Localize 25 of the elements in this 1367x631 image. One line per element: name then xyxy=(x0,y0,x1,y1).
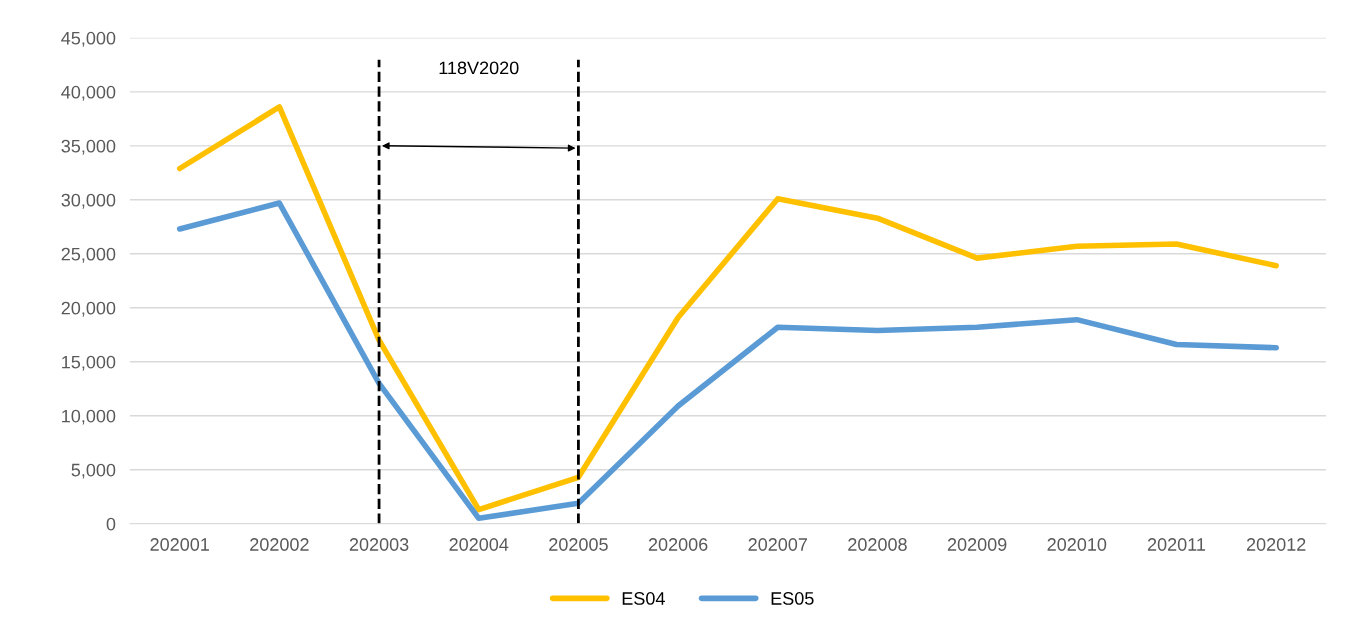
x-tick-label: 202007 xyxy=(748,538,807,551)
y-tick-label: 10,000 xyxy=(62,409,116,425)
legend-label: ES05 xyxy=(771,592,814,605)
x-tick-label: 202002 xyxy=(250,538,309,551)
y-tick-label: 40,000 xyxy=(61,85,116,101)
x-tick-label: 202008 xyxy=(848,538,907,551)
y-tick-label: 20,000 xyxy=(61,301,116,317)
x-tick-label: 202010 xyxy=(1047,538,1107,551)
y-tick-label: 45,000 xyxy=(61,31,116,47)
x-tick-label: 202011 xyxy=(1147,538,1206,551)
y-tick-label: 25,000 xyxy=(61,247,116,263)
y-tick-label: 5,000 xyxy=(71,463,116,479)
annotation: 118V2020 xyxy=(439,61,519,75)
y-tick-label: 30,000 xyxy=(61,193,116,209)
y-tick-label: 0 xyxy=(106,517,116,531)
legend-label: ES04 xyxy=(622,592,665,605)
x-tick-label: 202004 xyxy=(449,538,509,551)
x-tick-label: 202006 xyxy=(648,538,708,551)
x-tick-label: 202001 xyxy=(150,538,209,551)
y-tick-label: 35,000 xyxy=(61,139,116,155)
x-tick-label: 202012 xyxy=(1246,538,1306,551)
x-tick-label: 202005 xyxy=(549,538,608,551)
x-tick-label: 202009 xyxy=(947,538,1007,551)
y-tick-label: 15,000 xyxy=(62,355,116,371)
x-tick-label: 202003 xyxy=(349,538,409,551)
